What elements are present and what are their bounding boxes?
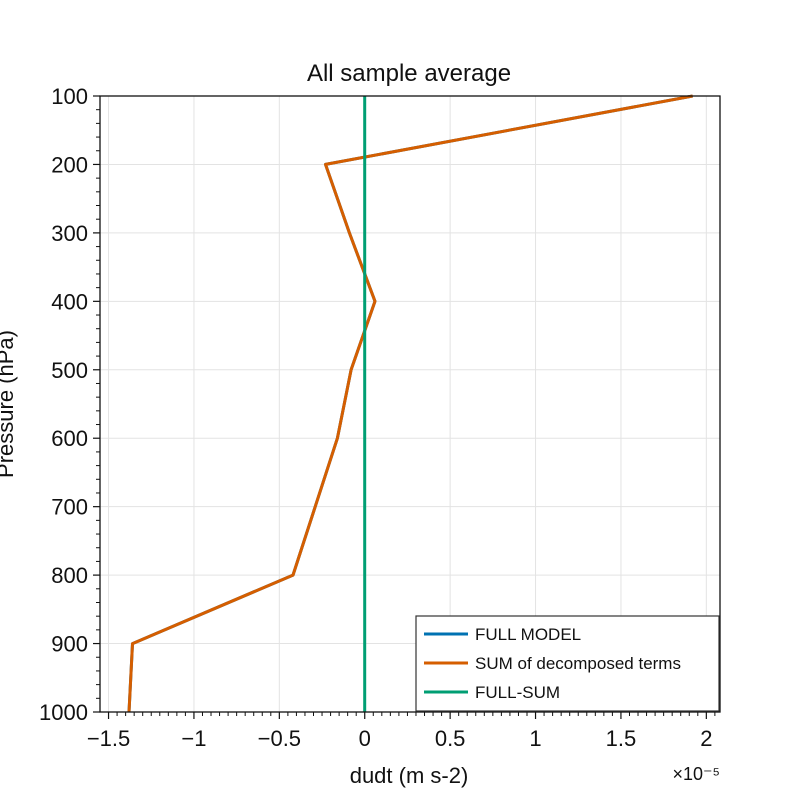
x-axis-label: dudt (m s-2)	[350, 763, 469, 788]
y-tick-label: 700	[51, 495, 88, 520]
x-tick-label: 2	[700, 726, 712, 751]
legend-frame	[415, 615, 720, 712]
x-axis-exponent-label: ×10⁻⁵	[673, 764, 721, 784]
y-tick-label: 300	[51, 221, 88, 246]
x-tick-label: 0	[359, 726, 371, 751]
series-layer	[127, 94, 693, 713]
y-tick-label: 800	[51, 563, 88, 588]
y-tick-label: 400	[51, 289, 88, 314]
y-tick-label: 600	[51, 426, 88, 451]
x-tick-label: −1.5	[87, 726, 130, 751]
x-tick-label: −0.5	[258, 726, 301, 751]
y-tick-label: 200	[51, 152, 88, 177]
chart-title: All sample average	[307, 60, 511, 87]
y-tick-label: 1000	[39, 700, 88, 725]
plot-frame	[99, 95, 721, 713]
series-line-1	[127, 94, 693, 713]
y-tick-label: 900	[51, 632, 88, 657]
x-tick-label: 0.5	[435, 726, 466, 751]
x-tick-label: 1.5	[606, 726, 637, 751]
legend-label: FULL-SUM	[475, 683, 560, 702]
axes-ticks: −1.5 −1 −0.5 0 0.5 1 1.5 2 100 200 300 400 500 600 700…	[39, 84, 716, 751]
y-tick-label: 500	[51, 358, 88, 383]
x-tick-label: 1	[529, 726, 541, 751]
y-axis-label: Pressure (hPa)	[0, 330, 18, 478]
legend-label: SUM of decomposed terms	[475, 654, 681, 673]
y-tick-label: 100	[51, 84, 88, 109]
x-tick-label: −1	[181, 726, 206, 751]
legend: FULL MODEL SUM of decomposed terms FULL-SU…	[415, 615, 720, 712]
legend-label: FULL MODEL	[475, 625, 581, 644]
